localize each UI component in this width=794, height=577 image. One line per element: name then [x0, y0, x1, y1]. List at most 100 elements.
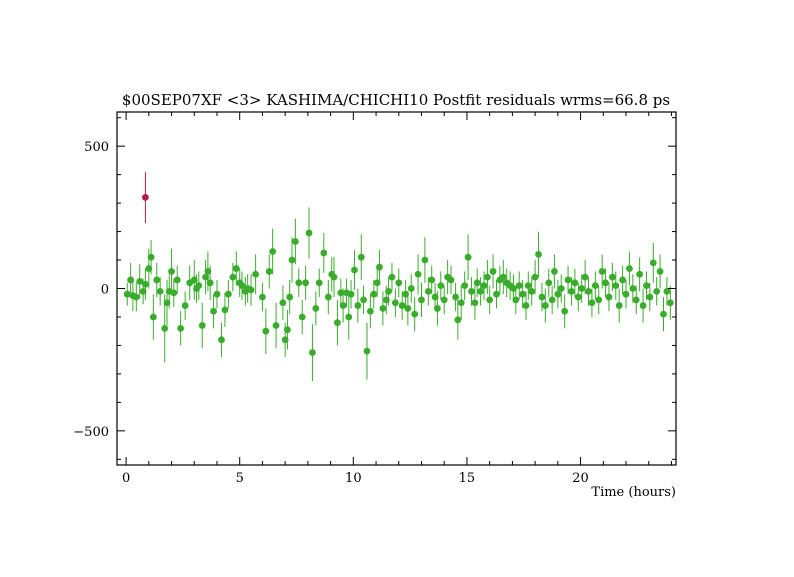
- data-point: [636, 270, 644, 278]
- x-tick-label: 10: [345, 471, 362, 486]
- data-point: [373, 279, 381, 287]
- data-point: [605, 293, 613, 301]
- data-point: [493, 290, 500, 298]
- data-point: [309, 349, 316, 356]
- data-point: [149, 313, 157, 321]
- data-point: [163, 299, 171, 307]
- data-point: [564, 276, 572, 284]
- data-point: [202, 273, 210, 281]
- data-point: [454, 316, 462, 324]
- data-point: [581, 273, 589, 281]
- data-point: [351, 266, 358, 274]
- data-point: [421, 256, 429, 264]
- data-point: [431, 293, 439, 301]
- data-point: [554, 290, 562, 298]
- data-point: [418, 296, 425, 304]
- data-point: [210, 307, 217, 315]
- data-point: [477, 287, 484, 295]
- data-point: [489, 268, 497, 275]
- y-tick-label: 0: [101, 283, 109, 298]
- data-point: [437, 282, 445, 290]
- data-point: [382, 296, 390, 304]
- data-point: [464, 253, 472, 261]
- axis-ticks: 0 5 10 15 20 −500 0 500: [73, 112, 676, 486]
- x-axis-label: Time (hours): [591, 485, 676, 500]
- data-point: [528, 287, 536, 295]
- data-point: [123, 290, 131, 298]
- x-tick-label: 0: [122, 471, 130, 486]
- data-point: [347, 290, 355, 298]
- data-point: [574, 293, 582, 301]
- data-point: [181, 302, 189, 309]
- data-point: [545, 279, 553, 287]
- data-point: [305, 229, 313, 237]
- data-point: [515, 282, 523, 290]
- data-point: [557, 285, 565, 292]
- data-point: [265, 268, 273, 275]
- data-point: [598, 268, 606, 275]
- data-point: [428, 276, 436, 284]
- data-point: [391, 299, 399, 307]
- data-point: [339, 302, 347, 309]
- data-point: [395, 279, 403, 287]
- data-point: [519, 290, 527, 298]
- data-point: [354, 302, 362, 309]
- data-point: [388, 273, 396, 281]
- data-point: [646, 293, 654, 301]
- data-point: [434, 305, 441, 312]
- data-point: [471, 299, 479, 307]
- data-point: [643, 282, 650, 290]
- data-point: [639, 302, 647, 309]
- data-point: [656, 268, 664, 275]
- data-point: [232, 265, 240, 272]
- data-point: [198, 322, 206, 329]
- data-point: [411, 310, 419, 318]
- data-point: [161, 324, 169, 332]
- data-point: [259, 293, 266, 301]
- data-point: [578, 285, 586, 292]
- data-point: [177, 324, 185, 332]
- data-point: [213, 290, 221, 298]
- data-point: [440, 296, 448, 304]
- x-tick-label: 15: [459, 471, 476, 486]
- data-point: [142, 280, 149, 288]
- x-tick-label: 5: [236, 471, 244, 486]
- data-point: [591, 282, 599, 290]
- data-point: [136, 277, 144, 285]
- data-point: [612, 282, 620, 290]
- data-point: [588, 299, 596, 307]
- data-point: [457, 299, 465, 307]
- data-point: [370, 290, 378, 298]
- data-point: [218, 336, 225, 344]
- data-point: [531, 273, 539, 281]
- data-point: [147, 253, 155, 261]
- data-point: [522, 302, 530, 309]
- data-point: [360, 296, 367, 304]
- data-point: [168, 268, 175, 275]
- data-point: [279, 299, 287, 307]
- data-point: [404, 305, 412, 312]
- data-point: [561, 307, 569, 315]
- data-point: [357, 253, 365, 261]
- data-point: [585, 287, 592, 295]
- data-point: [379, 305, 387, 312]
- data-point: [345, 313, 353, 321]
- data-point: [629, 285, 637, 292]
- data-point: [548, 296, 556, 304]
- y-tick-label: 500: [84, 140, 109, 155]
- data-point: [221, 306, 229, 314]
- data-point: [649, 259, 657, 267]
- x-tick-label: 20: [572, 471, 589, 486]
- data-point: [622, 290, 630, 298]
- data-point: [660, 310, 667, 318]
- data-point: [302, 279, 310, 287]
- data-point: [247, 286, 255, 294]
- data-point: [512, 296, 520, 304]
- data-point: [414, 270, 422, 278]
- data-point: [153, 276, 161, 284]
- data-point: [568, 287, 575, 295]
- data-point: [127, 276, 135, 284]
- data-point: [468, 287, 475, 295]
- data-point: [653, 287, 661, 295]
- data-point: [480, 282, 488, 290]
